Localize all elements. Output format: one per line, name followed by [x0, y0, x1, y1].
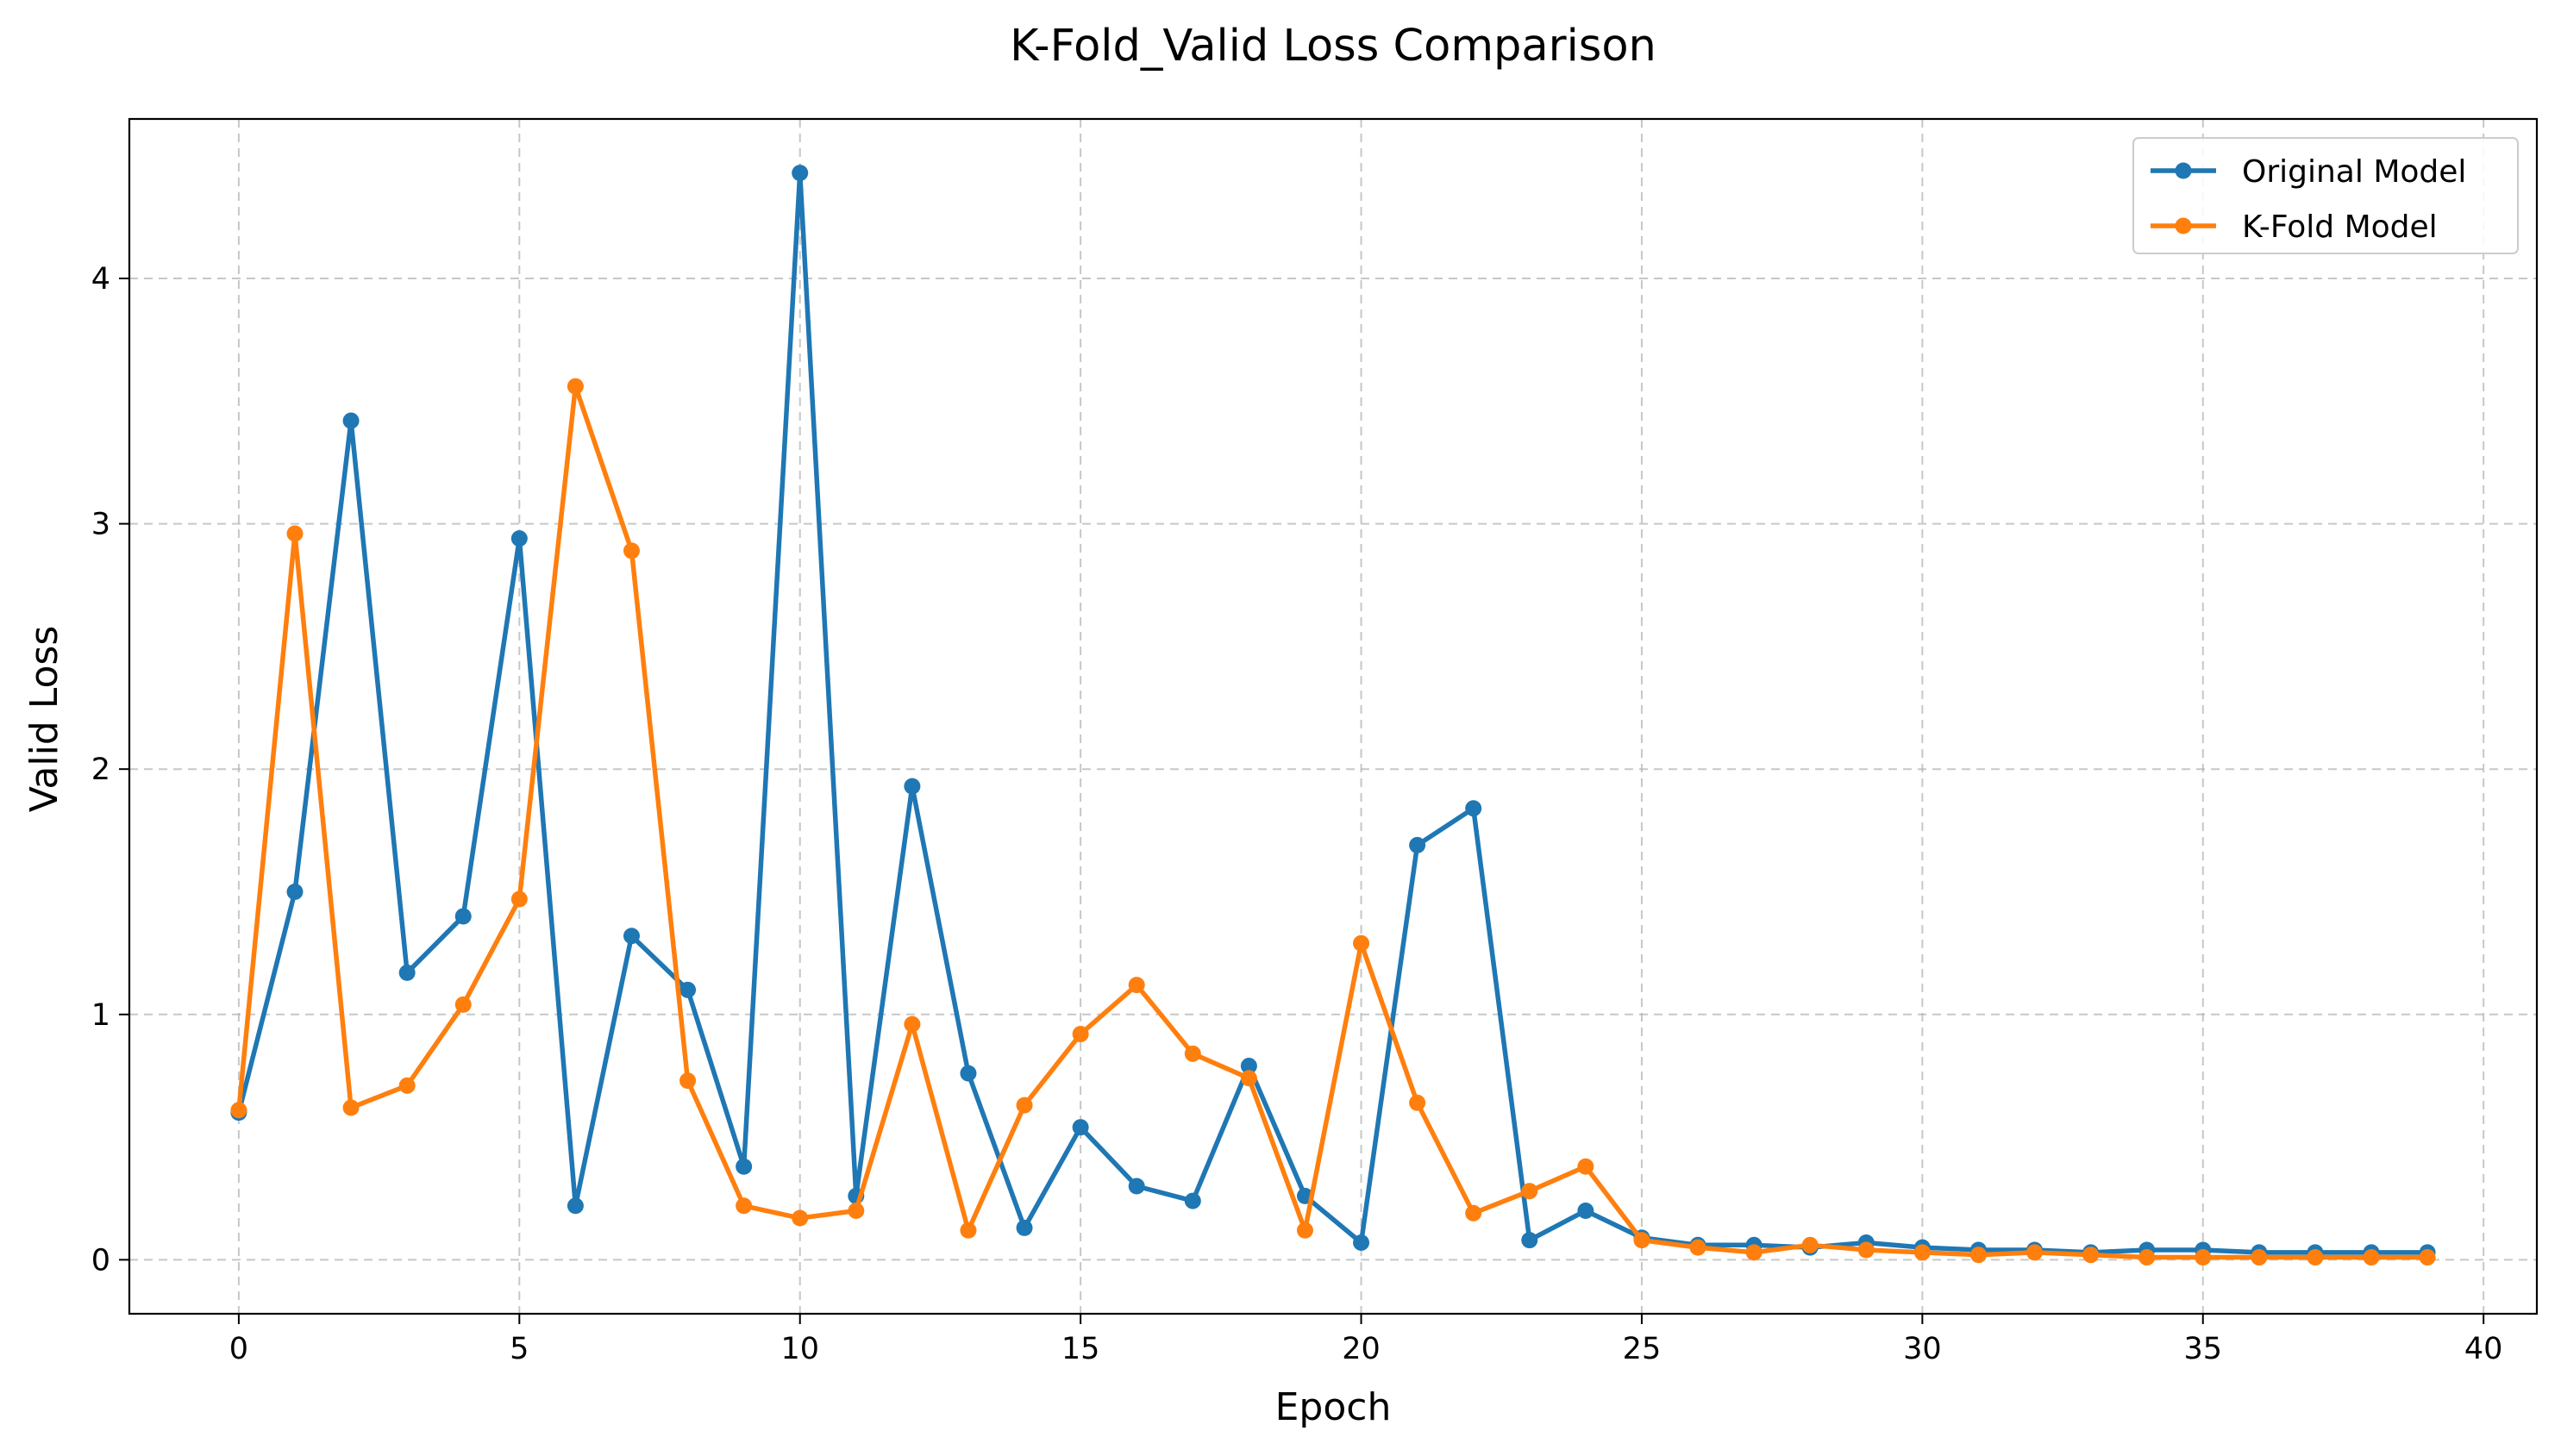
data-point — [398, 1077, 416, 1094]
data-point — [510, 530, 528, 547]
data-point — [1521, 1183, 1538, 1200]
data-point — [1801, 1236, 1819, 1253]
data-point — [398, 964, 416, 981]
data-point — [623, 542, 640, 559]
data-point — [2307, 1249, 2324, 1266]
data-point — [1184, 1192, 1201, 1209]
x-tick-label: 25 — [1623, 1332, 1662, 1366]
legend: Original Model K-Fold Model — [2132, 137, 2519, 254]
data-point — [1240, 1070, 1257, 1087]
data-point — [1913, 1244, 1931, 1261]
data-point — [454, 908, 472, 925]
data-point — [1016, 1219, 1033, 1236]
data-point — [2251, 1249, 2268, 1266]
x-tick-label: 15 — [1061, 1332, 1100, 1366]
series-layer — [230, 165, 2436, 1266]
data-point — [1184, 1045, 1201, 1062]
series-line — [236, 170, 2430, 1255]
data-point — [567, 378, 584, 395]
data-point — [679, 981, 697, 998]
y-tick-label: 1 — [91, 998, 110, 1033]
data-point — [1072, 1026, 1089, 1043]
data-point — [1240, 1058, 1257, 1075]
data-point — [286, 883, 304, 900]
data-point — [1128, 977, 1145, 994]
data-point — [1521, 1232, 1538, 1249]
data-point — [567, 1197, 584, 1215]
data-point — [2419, 1249, 2436, 1266]
data-point — [2082, 1247, 2100, 1264]
data-point — [454, 996, 472, 1013]
legend-marker — [2175, 217, 2192, 234]
data-point — [1633, 1232, 1650, 1249]
chart-title: K-Fold_Valid Loss Comparison — [1010, 21, 1656, 72]
x-tick-label: 5 — [510, 1332, 529, 1366]
data-point — [1577, 1202, 1594, 1219]
data-point — [342, 412, 360, 429]
y-tick-label: 3 — [91, 508, 110, 542]
data-point — [1409, 836, 1426, 853]
x-tick-label: 0 — [229, 1332, 248, 1366]
data-point — [1465, 1204, 1482, 1222]
data-point — [1016, 1097, 1033, 1114]
legend-label: K-Fold Model — [2242, 209, 2438, 245]
data-point — [2138, 1249, 2156, 1266]
y-axis-ticks: 0 1 2 3 4 — [91, 262, 129, 1278]
data-point — [960, 1222, 977, 1239]
data-point — [1409, 1094, 1426, 1111]
data-point — [848, 1202, 865, 1219]
x-tick-label: 30 — [1903, 1332, 1942, 1366]
legend-label: Original Model — [2242, 154, 2466, 190]
y-tick-label: 0 — [91, 1243, 110, 1278]
data-point — [2195, 1249, 2212, 1266]
y-axis-label: Valid Loss — [22, 626, 66, 813]
data-point — [286, 525, 304, 542]
x-tick-label: 35 — [2183, 1332, 2222, 1366]
data-point — [1296, 1222, 1313, 1239]
data-point — [736, 1197, 753, 1215]
data-point — [1353, 934, 1370, 952]
data-point — [960, 1065, 977, 1082]
x-tick-label: 10 — [780, 1332, 819, 1366]
data-point — [904, 1015, 921, 1033]
data-point — [1689, 1239, 1706, 1256]
data-point — [2026, 1244, 2044, 1261]
data-point — [1577, 1158, 1594, 1175]
data-point — [2363, 1249, 2380, 1266]
data-point — [904, 778, 921, 795]
x-tick-label: 20 — [1342, 1332, 1381, 1366]
legend-box — [2132, 137, 2519, 254]
data-point — [679, 1072, 697, 1090]
data-point — [1128, 1178, 1145, 1195]
data-point — [342, 1099, 360, 1116]
data-point — [1465, 800, 1482, 817]
series-kfold-model — [230, 378, 2436, 1266]
x-axis-ticks: 0 5 10 15 20 25 30 35 40 — [229, 1314, 2503, 1366]
data-point — [1857, 1241, 1875, 1259]
data-point — [623, 928, 640, 945]
grid — [129, 119, 2537, 1314]
data-point — [736, 1158, 753, 1175]
data-point — [1745, 1244, 1763, 1261]
data-point — [1353, 1234, 1370, 1251]
plot-frame — [128, 117, 2539, 1315]
data-point — [230, 1102, 247, 1119]
data-point — [510, 890, 528, 908]
data-point — [1969, 1247, 1987, 1264]
x-tick-label: 40 — [2464, 1332, 2503, 1366]
x-axis-label: Epoch — [1275, 1385, 1392, 1429]
y-tick-label: 2 — [91, 753, 110, 787]
data-point — [792, 165, 809, 182]
series-line — [236, 384, 2430, 1260]
data-point — [1072, 1119, 1089, 1136]
y-tick-label: 4 — [91, 262, 110, 297]
data-point — [792, 1209, 809, 1227]
legend-marker — [2175, 162, 2192, 179]
